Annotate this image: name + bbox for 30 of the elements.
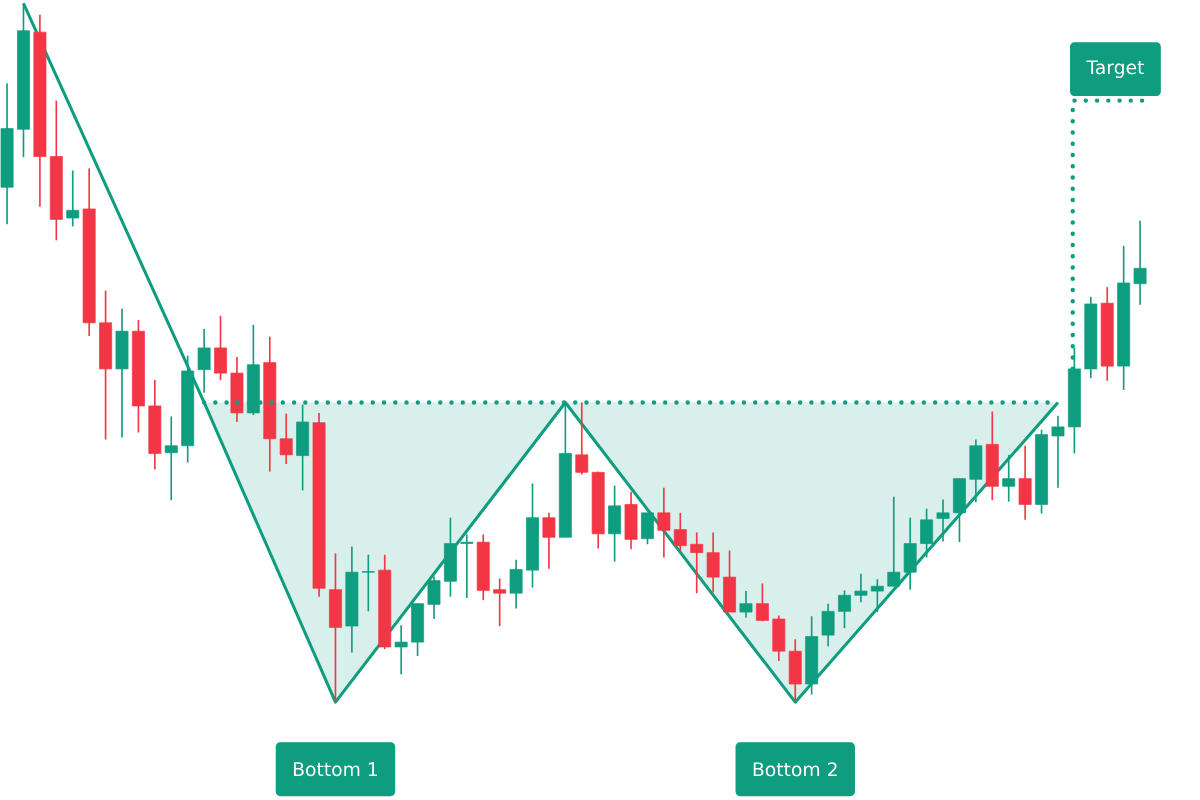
candlestick (1051, 414, 1065, 489)
candlestick (1002, 454, 1016, 503)
candlestick (755, 582, 769, 622)
candlestick (279, 412, 293, 465)
candlestick (887, 495, 901, 588)
candlestick (673, 512, 687, 553)
candlestick (361, 553, 375, 613)
candlestick (854, 572, 868, 604)
candlestick (460, 533, 474, 599)
candlestick (394, 624, 408, 676)
candlestick (164, 415, 178, 502)
candlestick (870, 578, 884, 613)
candlestick (821, 602, 835, 648)
candlestick (493, 577, 507, 627)
candlestick (575, 401, 589, 476)
candlestick (427, 575, 441, 620)
candlestick (657, 486, 671, 559)
candlestick (838, 589, 851, 629)
candlestick (509, 558, 523, 610)
candlestick (542, 512, 556, 570)
candlestick (920, 507, 934, 559)
candlestick (936, 498, 950, 543)
candlestick (690, 531, 704, 595)
candlestick (1133, 219, 1147, 306)
annotation: Target (1086, 60, 1144, 78)
candlestick (197, 328, 211, 394)
candlestick (66, 169, 80, 228)
candlestick (739, 590, 753, 619)
text: Bottom 1 (293, 762, 378, 777)
text: Bottom 2 (753, 762, 837, 777)
